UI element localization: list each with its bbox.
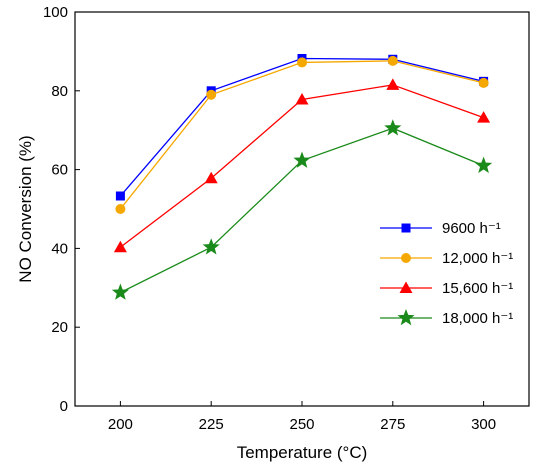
data-point <box>111 283 129 300</box>
x-axis-label: Temperature (°C) <box>237 443 368 462</box>
y-tick-label: 60 <box>51 162 68 179</box>
data-point <box>477 111 491 123</box>
data-point <box>475 156 493 173</box>
x-axis-ticks: 200 225 250 275 300 <box>108 401 496 433</box>
series-2 <box>115 55 489 214</box>
series-layer <box>111 53 493 300</box>
series-3 <box>113 78 491 253</box>
y-tick-label: 100 <box>43 4 68 21</box>
legend-label: 12,000 h⁻¹ <box>442 250 513 267</box>
x-tick-label: 300 <box>471 416 496 433</box>
legend-item-3: 15,600 h⁻¹ <box>380 280 513 297</box>
legend-label: 18,000 h⁻¹ <box>442 310 513 327</box>
x-tick-label: 225 <box>199 416 224 433</box>
y-tick-label: 20 <box>51 319 68 336</box>
y-tick-label: 80 <box>51 83 68 100</box>
y-axis-ticks: 0 20 40 60 80 100 <box>43 4 80 415</box>
y-tick-label: 0 <box>60 398 68 415</box>
series-line <box>120 84 484 248</box>
data-point <box>206 89 217 100</box>
series-line <box>119 60 484 210</box>
x-tick-label: 250 <box>289 416 314 433</box>
data-point <box>386 78 400 90</box>
data-point <box>387 55 398 66</box>
legend-item-2: 12,000 h⁻¹ <box>380 250 513 267</box>
data-point <box>202 238 220 255</box>
data-point <box>204 171 218 184</box>
legend-label: 9600 h⁻¹ <box>442 220 501 237</box>
data-point <box>384 119 402 136</box>
data-point <box>115 204 126 214</box>
legend: 9600 h⁻¹ 12,000 h⁻¹ 15,600 h⁻¹ 18,000 h⁻¹ <box>380 220 513 327</box>
legend-label: 15,600 h⁻¹ <box>442 280 513 297</box>
legend-item-4: 18,000 h⁻¹ <box>380 309 513 327</box>
series-line <box>119 57 484 197</box>
legend-item-1: 9600 h⁻¹ <box>380 220 501 237</box>
plot-area <box>74 11 530 407</box>
data-point <box>293 151 311 168</box>
x-tick-label: 200 <box>108 416 133 433</box>
series-1 <box>115 53 489 201</box>
legend-marker <box>399 281 413 293</box>
legend-marker <box>401 223 411 233</box>
data-point <box>113 240 127 253</box>
legend-marker <box>401 253 411 263</box>
data-point <box>115 191 125 201</box>
x-tick-label: 275 <box>380 416 405 433</box>
data-point <box>295 92 309 105</box>
data-point <box>297 57 307 68</box>
series-4 <box>111 119 493 300</box>
data-point <box>478 77 489 88</box>
y-axis-label: NO Conversion (%) <box>16 135 35 282</box>
legend-marker <box>397 309 415 326</box>
y-tick-label: 40 <box>51 240 68 257</box>
